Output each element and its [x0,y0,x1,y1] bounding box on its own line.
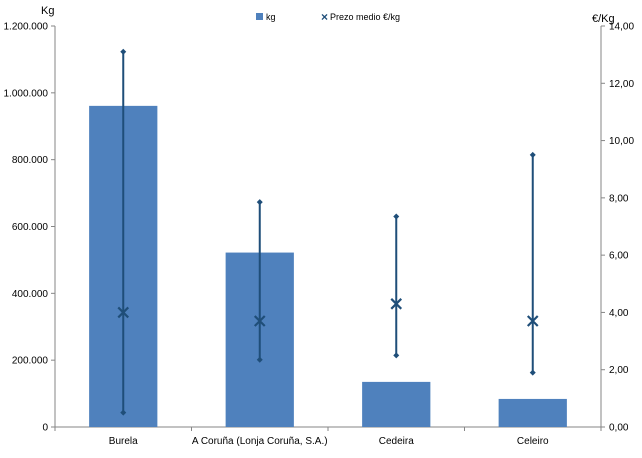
right-tick-label: 2,00 [609,365,629,376]
price-max-marker [120,48,127,55]
bars [89,105,567,427]
right-tick-label: 4,00 [609,308,629,319]
price-mean-marker [526,315,539,327]
legend-label-kg: kg [266,12,276,22]
price-max-marker [529,151,536,158]
right-tick-label: 12,00 [609,79,634,90]
left-tick-label: 600.000 [12,222,49,233]
legend-marker-price: × [321,10,328,24]
legend-label-price: Prezo medio €/kg [330,12,400,22]
price-max-marker [393,213,400,220]
x-axis-labels: Burela A Coruña (Lonja Coruña, S.A.) Cedei… [109,436,549,447]
left-tick-label: 1.000.000 [4,88,49,99]
left-tick-label: 800.000 [12,155,49,166]
right-tick-label: 8,00 [609,193,629,204]
right-tick-label: 6,00 [609,251,629,262]
price-min-marker [529,369,536,376]
price-mean-marker [117,306,130,319]
axes: 0 200.000 400.000 600.000 800.000 1.000.000 1.… [4,22,635,434]
price-mean-marker [390,298,403,310]
left-axis-unit: Kg [41,5,54,17]
legend-bar-swatch [256,13,263,20]
price-min-marker [393,352,400,359]
legend: kg × Prezo medio €/kg [256,10,400,24]
price-min-marker [256,356,263,363]
price-ranges [117,48,539,416]
x-category-label: A Coruña (Lonja Coruña, S.A.) [192,436,328,447]
right-tick-label: 0,00 [609,423,629,434]
left-tick-label: 1.200.000 [4,22,49,33]
right-tick-label: 10,00 [609,136,634,147]
price-mean-marker [253,315,266,327]
left-tick-label: 0 [42,423,48,434]
x-category-label: Cedeira [379,436,414,447]
x-category-label: Celeiro [517,436,549,447]
bar [498,398,567,427]
price-min-marker [120,409,127,416]
price-max-marker [256,199,263,206]
left-tick-label: 400.000 [12,289,49,300]
left-tick-label: 200.000 [12,356,49,367]
right-axis-unit: €/Kg [592,13,615,25]
right-tick-label: 14,00 [609,22,634,33]
x-category-label: Burela [109,436,138,447]
bar [362,381,431,427]
